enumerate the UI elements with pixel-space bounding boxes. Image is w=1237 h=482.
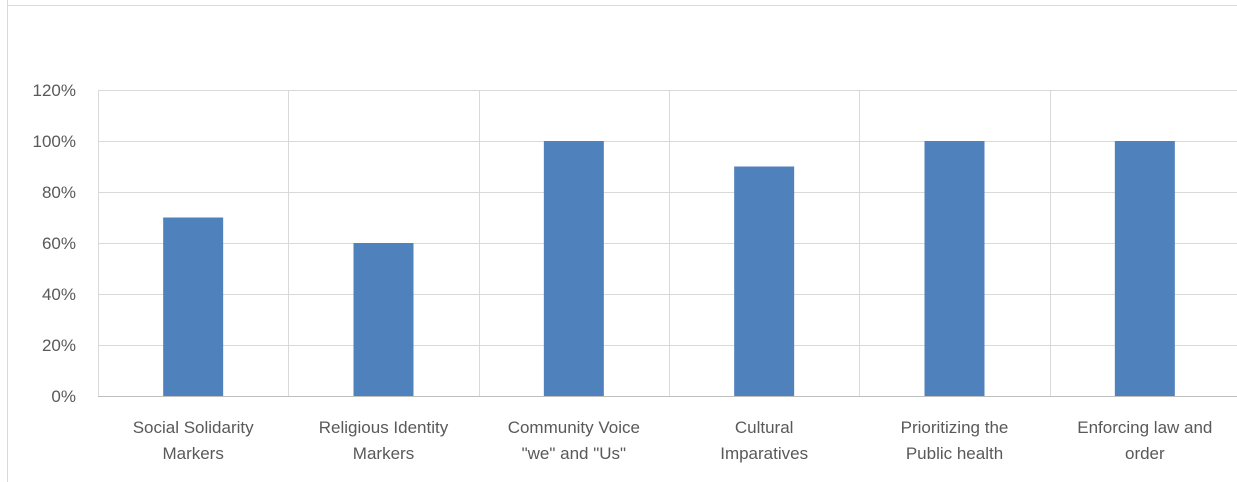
bars: [163, 141, 1175, 396]
x-category-label: Cultural Imparatives: [720, 418, 808, 463]
x-category-label: Religious Identity Markers: [319, 418, 449, 463]
bar: [924, 141, 985, 396]
bar: [163, 217, 224, 396]
gridlines: [98, 90, 1237, 396]
chart-border: [7, 0, 1237, 482]
y-tick-label: 80%: [42, 183, 76, 202]
bar: [543, 141, 604, 396]
x-category-label: Community Voice "we" and "Us": [508, 418, 640, 463]
x-category-label: Social Solidarity Markers: [133, 418, 254, 463]
x-category-label: Prioritizing the Public health: [901, 418, 1009, 463]
y-tick-label: 60%: [42, 234, 76, 253]
bar: [353, 243, 414, 396]
y-axis-tick-labels: 0% 20% 40% 60% 80% 100% 120%: [33, 81, 76, 406]
y-tick-label: 120%: [33, 81, 76, 100]
y-tick-label: 0%: [51, 387, 76, 406]
bar: [734, 166, 795, 396]
x-category-label: Enforcing law and order: [1077, 418, 1212, 463]
bar: [1114, 141, 1175, 396]
y-tick-label: 100%: [33, 132, 76, 151]
y-tick-label: 20%: [42, 336, 76, 355]
y-tick-label: 40%: [42, 285, 76, 304]
x-axis-category-labels: Social Solidarity Markers Religious Identi…: [133, 418, 1213, 463]
